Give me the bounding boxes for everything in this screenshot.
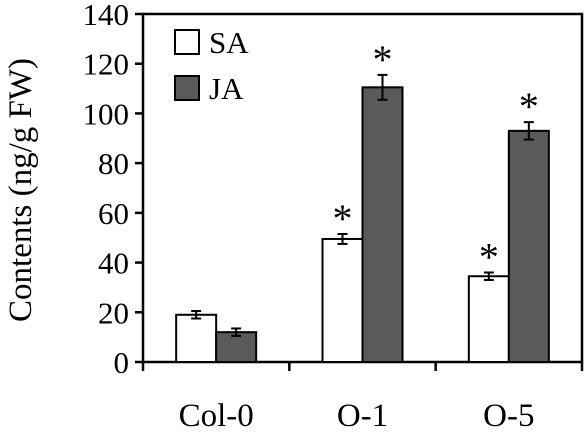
y-tick-label: 60: [98, 196, 129, 231]
plot-area: 0 20 40 60 80 100 120 140 Col-0 * * O-1 * * O-5: [83, 0, 584, 433]
significance-marker: *: [479, 235, 499, 280]
legend-label-JA: JA: [209, 71, 244, 106]
significance-marker: *: [373, 37, 393, 82]
bar-SA-Col-0: [175, 313, 218, 363]
y-axis-label-group: Contents (ng/g FW): [3, 58, 39, 322]
x-category-label: Col-0: [179, 398, 254, 433]
x-category-label: O-5: [483, 398, 534, 433]
legend: SA JA: [174, 25, 249, 106]
y-tick-label: 20: [98, 295, 129, 330]
legend-swatch-JA: [174, 75, 200, 101]
y-tick-label: 140: [83, 0, 130, 32]
y-tick-label: 120: [83, 47, 130, 82]
y-tick-label: 100: [83, 96, 130, 131]
x-category-label: O-1: [337, 398, 388, 433]
y-tick-label: 80: [98, 146, 129, 181]
bar-JA-O-1: [361, 86, 404, 363]
significance-marker: *: [519, 84, 539, 129]
bar-SA-O-5: [467, 275, 510, 363]
y-tick-label: 0: [114, 345, 130, 380]
significance-marker: *: [333, 196, 353, 241]
y-tick-label: 40: [98, 246, 129, 281]
bar-SA-O-1: [321, 237, 364, 363]
y-axis-label: Contents (ng/g FW): [3, 58, 39, 322]
bar-JA-O-5: [507, 129, 550, 363]
legend-swatch-SA: [174, 29, 200, 55]
legend-label-SA: SA: [209, 25, 249, 60]
